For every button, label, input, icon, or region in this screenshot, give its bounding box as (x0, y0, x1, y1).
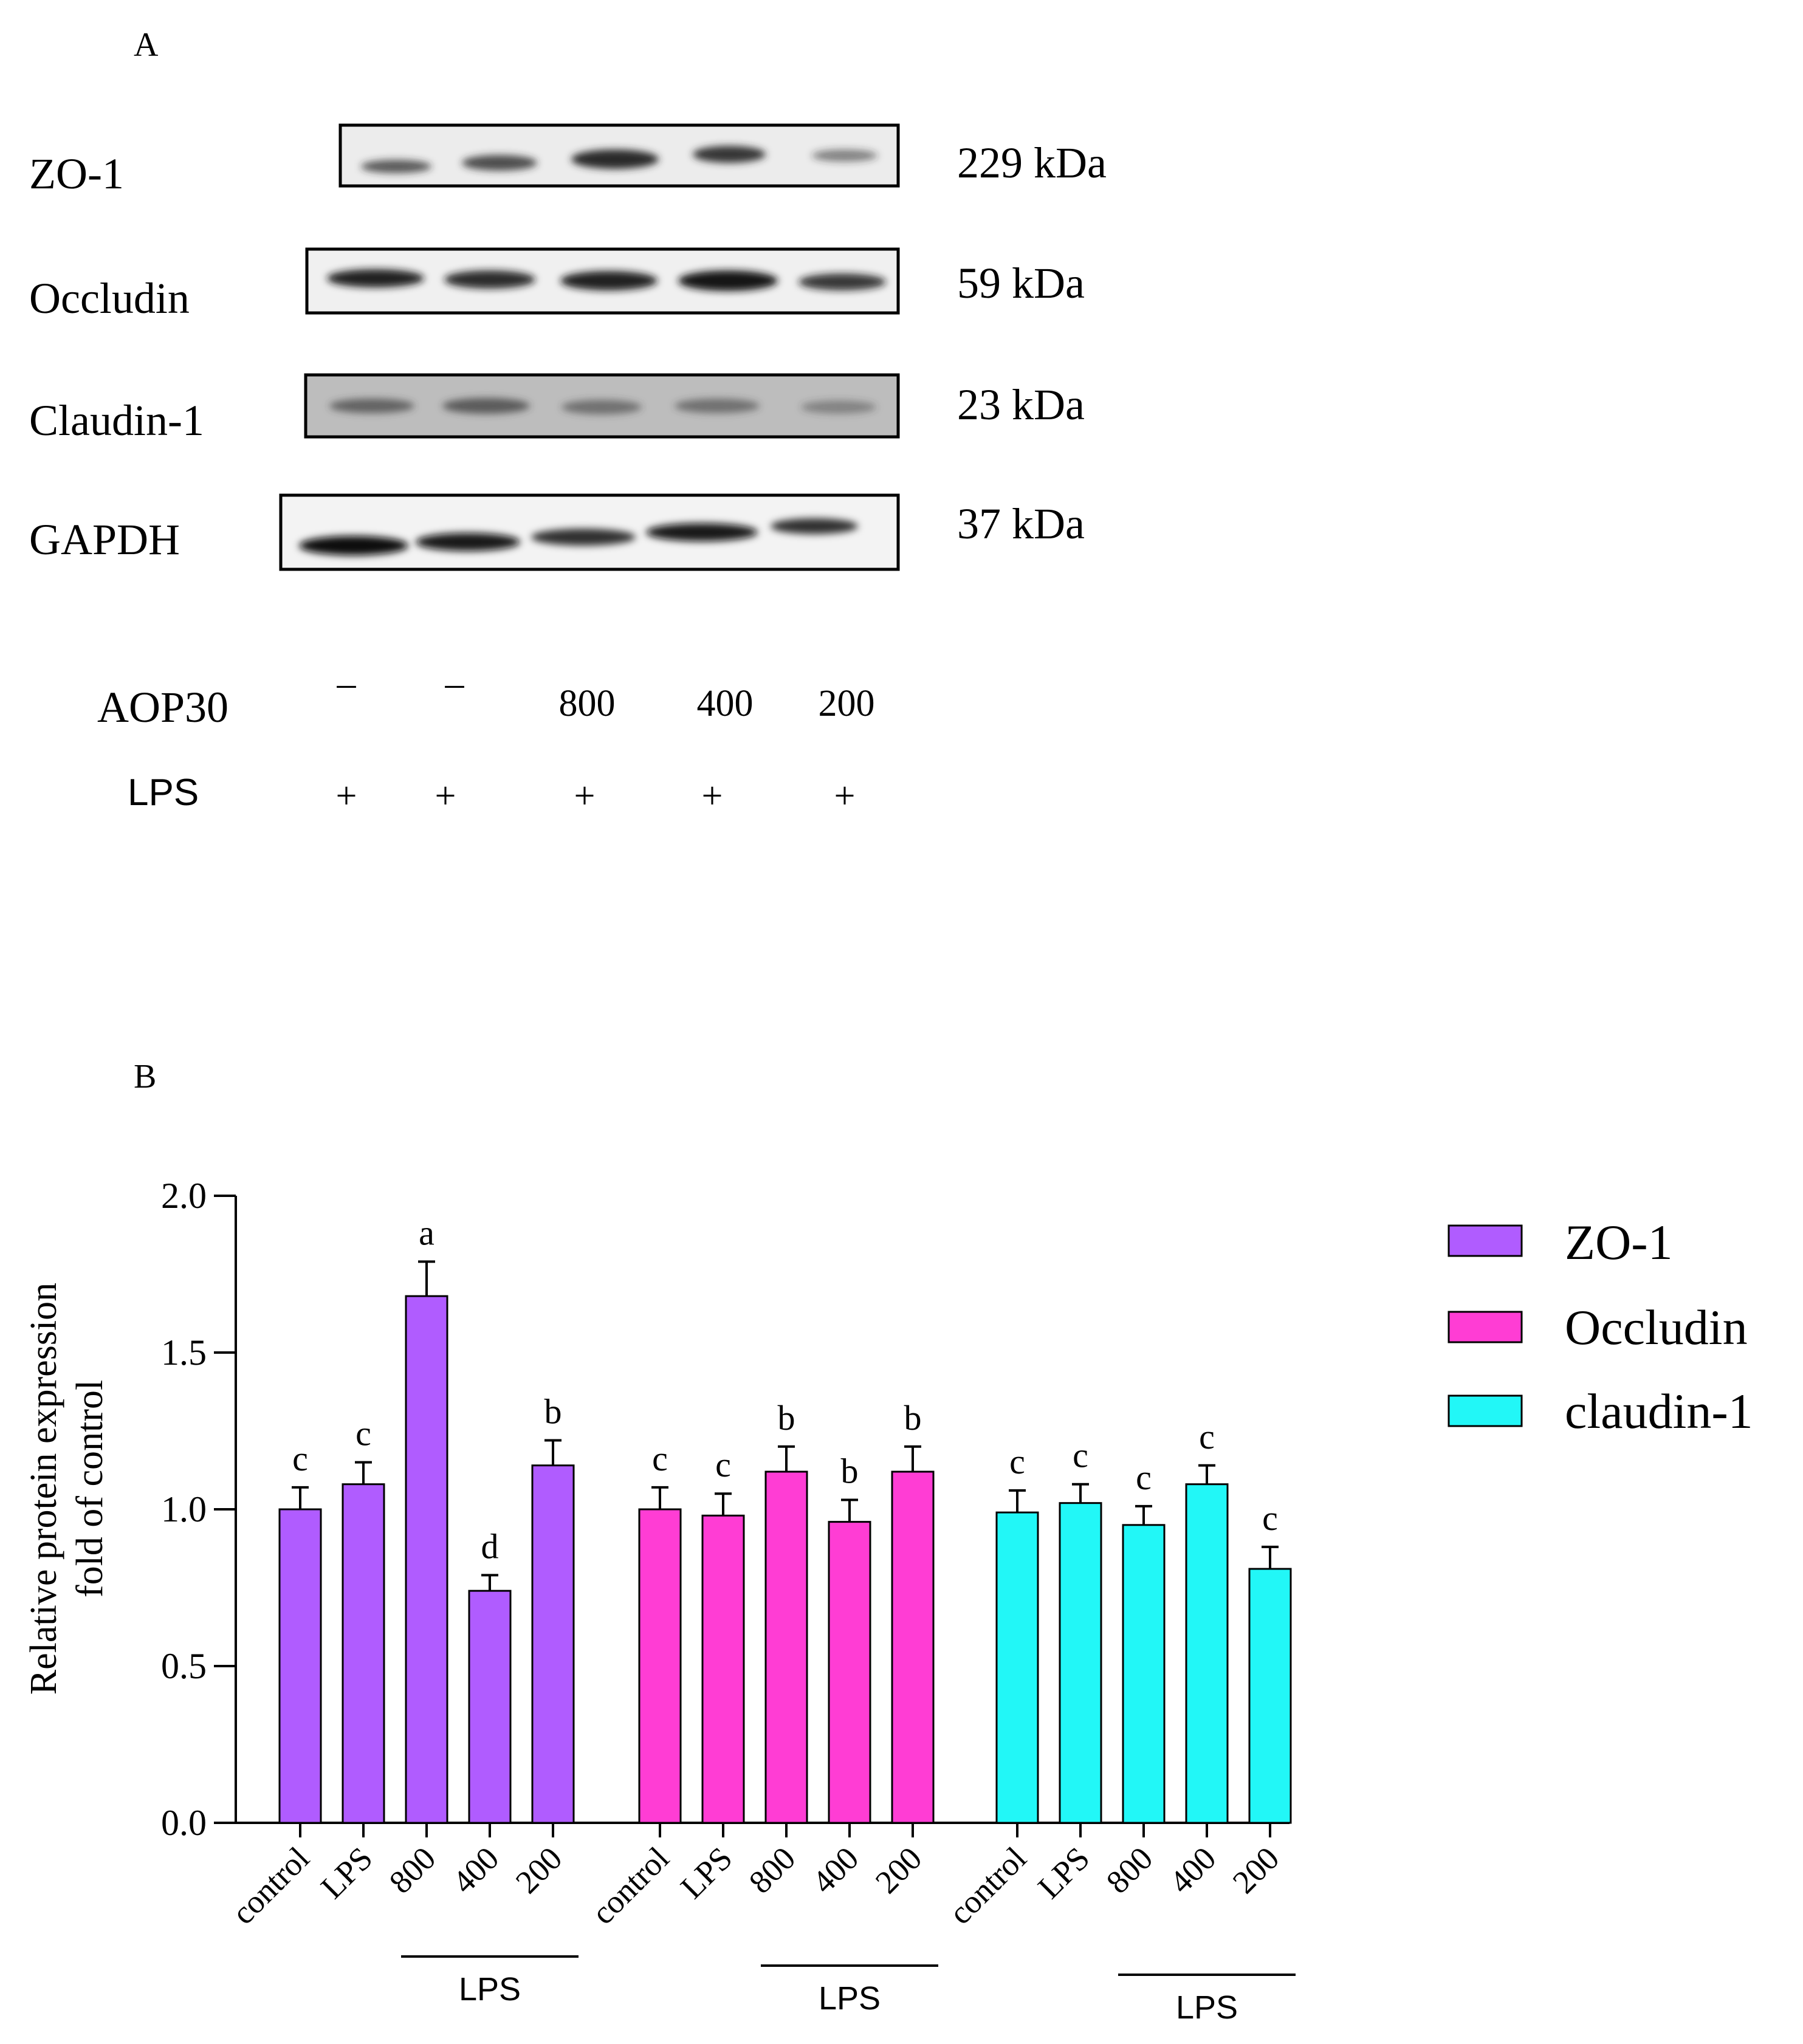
legend-swatch-claudin1 (1448, 1394, 1523, 1427)
blot-image-claudin1 (304, 373, 900, 439)
lps-sign-lane3: + (574, 775, 596, 817)
x-tick-label: LPS (314, 1840, 379, 1905)
x-tick-label: 800 (1099, 1840, 1160, 1901)
legend-swatch-zo1 (1448, 1224, 1523, 1257)
significance-letter: b (841, 1452, 859, 1491)
significance-letter: b (778, 1398, 795, 1438)
legend-label-occludin: Occludin (1565, 1300, 1748, 1355)
blot-label-claudin1: Claudin-1 (29, 396, 204, 445)
treatment-aop30-label: AOP30 (97, 683, 228, 732)
bar (342, 1483, 385, 1824)
bar (1122, 1524, 1166, 1824)
blot-label-zo1: ZO-1 (29, 149, 124, 198)
blot-label-occludin: Occludin (29, 274, 190, 323)
bar (278, 1508, 322, 1824)
x-tick-label: 400 (1163, 1840, 1223, 1901)
significance-letter: c (1073, 1436, 1088, 1475)
legend: ZO-1 Occludin claudin-1 (1448, 1215, 1753, 1439)
y-axis-title-line2: fold of control (69, 1380, 111, 1597)
panel-a-western-blot: A ZO-1 Occludin Claudin-1 GAPDH 229 kDa … (29, 26, 1107, 817)
x-tick-label: control (942, 1840, 1034, 1932)
bar (1185, 1483, 1229, 1824)
significance-letter: b (904, 1398, 922, 1438)
chart-bars (278, 1295, 1292, 1824)
x-tick-label: LPS (1031, 1840, 1096, 1905)
significance-letter: c (292, 1439, 308, 1478)
legend-label-zo1: ZO-1 (1565, 1215, 1673, 1270)
blot-label-gapdh: GAPDH (29, 515, 180, 564)
significance-letter: c (1136, 1458, 1152, 1497)
blot-size-zo1: 229 kDa (957, 139, 1107, 187)
x-tick-label: 200 (1226, 1840, 1286, 1901)
lps-sign-lane1: + (336, 775, 357, 817)
blot-size-occludin: 59 kDa (957, 259, 1085, 307)
y-axis-title-line1: Relative protein expression (23, 1283, 64, 1695)
blot-image-occludin (305, 247, 900, 315)
aop30-dose-lane2: – (445, 663, 465, 704)
significance-letter: b (544, 1391, 562, 1431)
significance-letter: c (1009, 1442, 1025, 1481)
y-tick-label: 1.5 (161, 1332, 207, 1373)
treatment-lps-label: LPS (128, 772, 199, 814)
blot-size-gapdh: 37 kDa (957, 499, 1085, 548)
bar (995, 1511, 1039, 1824)
aop30-dose-lane5: 200 (819, 683, 875, 724)
significance-letter: a (419, 1213, 434, 1252)
bar (1059, 1502, 1102, 1824)
aop30-dose-lane1: – (337, 663, 357, 704)
x-tick-label: control (585, 1840, 676, 1932)
x-tick-label: 400 (805, 1840, 866, 1901)
chart-lps-group-brackets: LPS LPS LPS (401, 1955, 1296, 2026)
lps-group-label: LPS (1176, 1989, 1238, 2026)
y-tick-label: 0.0 (161, 1803, 207, 1843)
blot-image-gapdh (279, 493, 900, 571)
x-tick-label: control (225, 1840, 317, 1932)
chart-significance-letters: c c a d b c c b b b c c c c c (292, 1213, 1278, 1566)
x-tick-label: 200 (868, 1840, 929, 1901)
lps-group-label: LPS (819, 1980, 881, 2017)
y-tick-label: 2.0 (161, 1176, 207, 1216)
aop30-dose-lane4: 400 (697, 683, 754, 724)
bar (764, 1470, 808, 1824)
blot-image-zo1 (338, 123, 900, 188)
aop30-dose-lane3: 800 (559, 683, 616, 724)
significance-letter: c (1199, 1417, 1215, 1456)
panel-a-label: A (134, 26, 159, 64)
significance-letter: c (1262, 1498, 1278, 1538)
panel-b-bar-chart: B Relative protein expression fold of co… (23, 1058, 1753, 2026)
x-tick-label: 400 (445, 1840, 506, 1901)
bar (468, 1590, 512, 1824)
significance-letter: c (715, 1445, 731, 1484)
lps-sign-lane4: + (702, 775, 723, 817)
y-tick-label: 0.5 (161, 1646, 207, 1686)
lps-sign-lane2: + (435, 775, 456, 817)
chart-error-bars (292, 1260, 1279, 1591)
legend-label-claudin1: claudin-1 (1565, 1384, 1753, 1439)
y-tick-label: 1.0 (161, 1489, 207, 1529)
chart-axes: 0.0 0.5 1.0 1.5 2.0 (161, 1176, 1290, 1843)
x-tick-label: 800 (382, 1840, 443, 1901)
lps-sign-lane5: + (834, 775, 856, 817)
x-tick-label: 800 (742, 1840, 803, 1901)
bar (828, 1521, 871, 1824)
significance-letter: c (652, 1439, 668, 1478)
panel-b-label: B (134, 1058, 156, 1096)
significance-letter: c (355, 1414, 371, 1453)
bar (1248, 1568, 1292, 1824)
bar (638, 1508, 682, 1824)
bar (891, 1470, 935, 1824)
bar (405, 1295, 448, 1824)
lps-group-label: LPS (459, 1971, 521, 2008)
blot-size-claudin1: 23 kDa (957, 380, 1085, 429)
x-tick-label: LPS (673, 1840, 739, 1905)
bar (701, 1514, 745, 1824)
legend-swatch-occludin (1448, 1311, 1523, 1343)
x-tick-label: 200 (509, 1840, 569, 1901)
significance-letter: d (481, 1526, 499, 1566)
bar (531, 1464, 575, 1824)
